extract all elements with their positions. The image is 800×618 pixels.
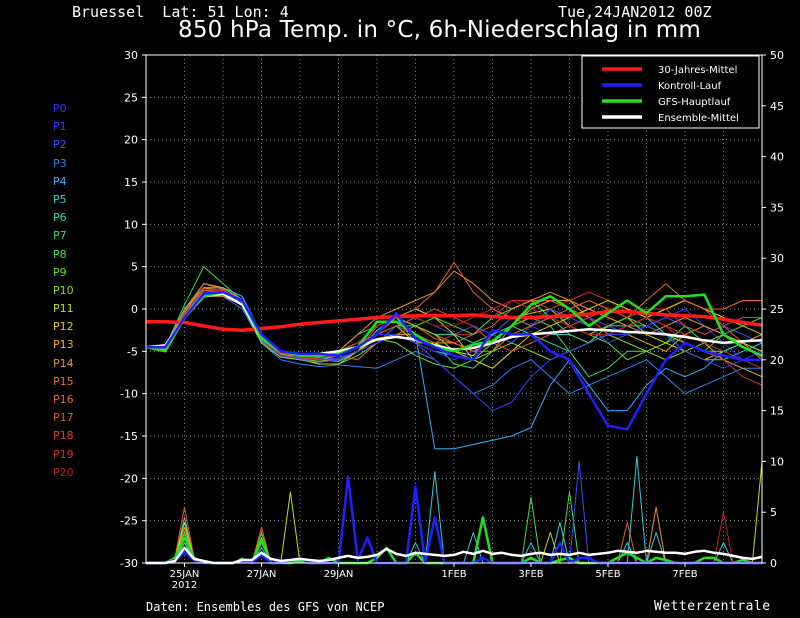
y-left-tick-label: -5 — [127, 345, 138, 358]
y-right-tick-label: 0 — [770, 557, 777, 570]
member-label-p1: P1 — [53, 120, 67, 134]
y-left-tick-label: 20 — [124, 134, 138, 147]
y-left-tick-label: 25 — [124, 91, 138, 104]
y-left-tick-label: -20 — [120, 472, 138, 485]
member-label-p14: P14 — [53, 356, 74, 370]
y-right-tick-label: 35 — [770, 201, 784, 214]
x-tick-label: 1FEB — [441, 569, 466, 580]
precip-line-ensemble-mittel — [146, 546, 763, 565]
member-label-p17: P17 — [53, 411, 74, 425]
legend-label: 30-Jahres-Mittel — [658, 65, 737, 76]
legend-label: GFS-Hauptlauf — [658, 97, 731, 108]
member-label-p11: P11 — [53, 302, 74, 316]
y-right-tick-label: 50 — [770, 49, 784, 62]
x-tick-label: 29JAN — [324, 569, 354, 580]
member-precip-line — [146, 455, 762, 564]
y-left-tick-label: -25 — [120, 515, 138, 528]
x-tick-label: 7FEB — [672, 569, 697, 580]
y-right-tick-label: 5 — [770, 506, 777, 519]
member-label-p0: P0 — [53, 102, 67, 115]
x-tick-year: 2012 — [172, 580, 197, 591]
y-left-tick-label: 0 — [131, 303, 138, 316]
y-left-tick-label: 5 — [131, 261, 138, 274]
member-label-p3: P3 — [53, 156, 67, 170]
temp-line-30-jahres-mittel — [146, 309, 763, 332]
temp-line-kontroll-lauf — [146, 290, 762, 431]
axes: 302520151050-5-10-15-20-25-3050454035302… — [120, 49, 784, 591]
y-left-tick-label: 15 — [124, 176, 138, 189]
grid — [146, 55, 762, 563]
run-date: Tue,24JAN2012 00Z — [558, 3, 712, 21]
x-tick-label: 5FEB — [595, 569, 620, 580]
y-right-tick-label: 45 — [770, 100, 784, 113]
data-source: Daten: Ensembles des GFS von NCEP — [146, 600, 385, 614]
member-label-p5: P5 — [53, 192, 67, 206]
member-precipitation-lines — [146, 455, 763, 564]
x-tick-label: 25JAN — [170, 569, 200, 580]
member-label-p2: P2 — [53, 138, 67, 152]
member-label-p13: P13 — [53, 338, 74, 352]
member-label-p10: P10 — [53, 283, 74, 297]
member-label-p15: P15 — [53, 374, 74, 388]
member-label-p20: P20 — [53, 465, 74, 479]
member-label-p7: P7 — [53, 229, 67, 243]
y-left-tick-label: -15 — [120, 430, 138, 443]
y-right-tick-label: 10 — [770, 455, 784, 468]
member-precip-line — [146, 471, 762, 564]
ensemble-member-list: P0 P1 P2 P3 P4 P5 P6 P7 P8 P9 P10 P11 P12 P13 P14 P15 P1… — [53, 100, 113, 482]
y-left-tick-label: -10 — [120, 388, 138, 401]
y-right-tick-label: 20 — [770, 354, 784, 367]
location-header: Bruessel Lat: 51 Lon: 4 — [72, 3, 289, 21]
legend: 30-Jahres-Mittel Kontroll-Lauf GFS-Hauptla… — [581, 55, 760, 129]
y-left-tick-label: 10 — [124, 218, 138, 231]
y-left-tick-label: 30 — [124, 49, 138, 62]
y-left-tick-label: -30 — [120, 557, 138, 570]
member-label-p6: P6 — [53, 211, 67, 225]
member-label-p19: P19 — [53, 447, 74, 461]
brand-label: Wetterzentrale — [654, 599, 771, 614]
legend-label: Kontroll-Lauf — [658, 81, 722, 92]
chart-title: 850 hPa Temp. in °C, 6h-Niederschlag in … — [178, 17, 701, 43]
member-label-p9: P9 — [53, 265, 67, 279]
x-tick-label: 3FEB — [518, 569, 543, 580]
y-right-tick-label: 30 — [770, 252, 784, 265]
member-label-p8: P8 — [53, 247, 67, 261]
y-right-tick-label: 25 — [770, 303, 784, 316]
x-tick-label: 27JAN — [247, 569, 277, 580]
y-right-tick-label: 15 — [770, 405, 784, 418]
member-label-p16: P16 — [53, 393, 74, 406]
y-right-tick-label: 40 — [770, 151, 784, 164]
member-temp-line — [145, 287, 763, 450]
member-label-p12: P12 — [53, 320, 74, 334]
member-label-p4: P4 — [53, 174, 67, 188]
member-label-p18: P18 — [53, 429, 74, 443]
legend-label: Ensemble-Mittel — [658, 113, 739, 124]
temp-line-ensemble-mittel — [145, 292, 763, 356]
